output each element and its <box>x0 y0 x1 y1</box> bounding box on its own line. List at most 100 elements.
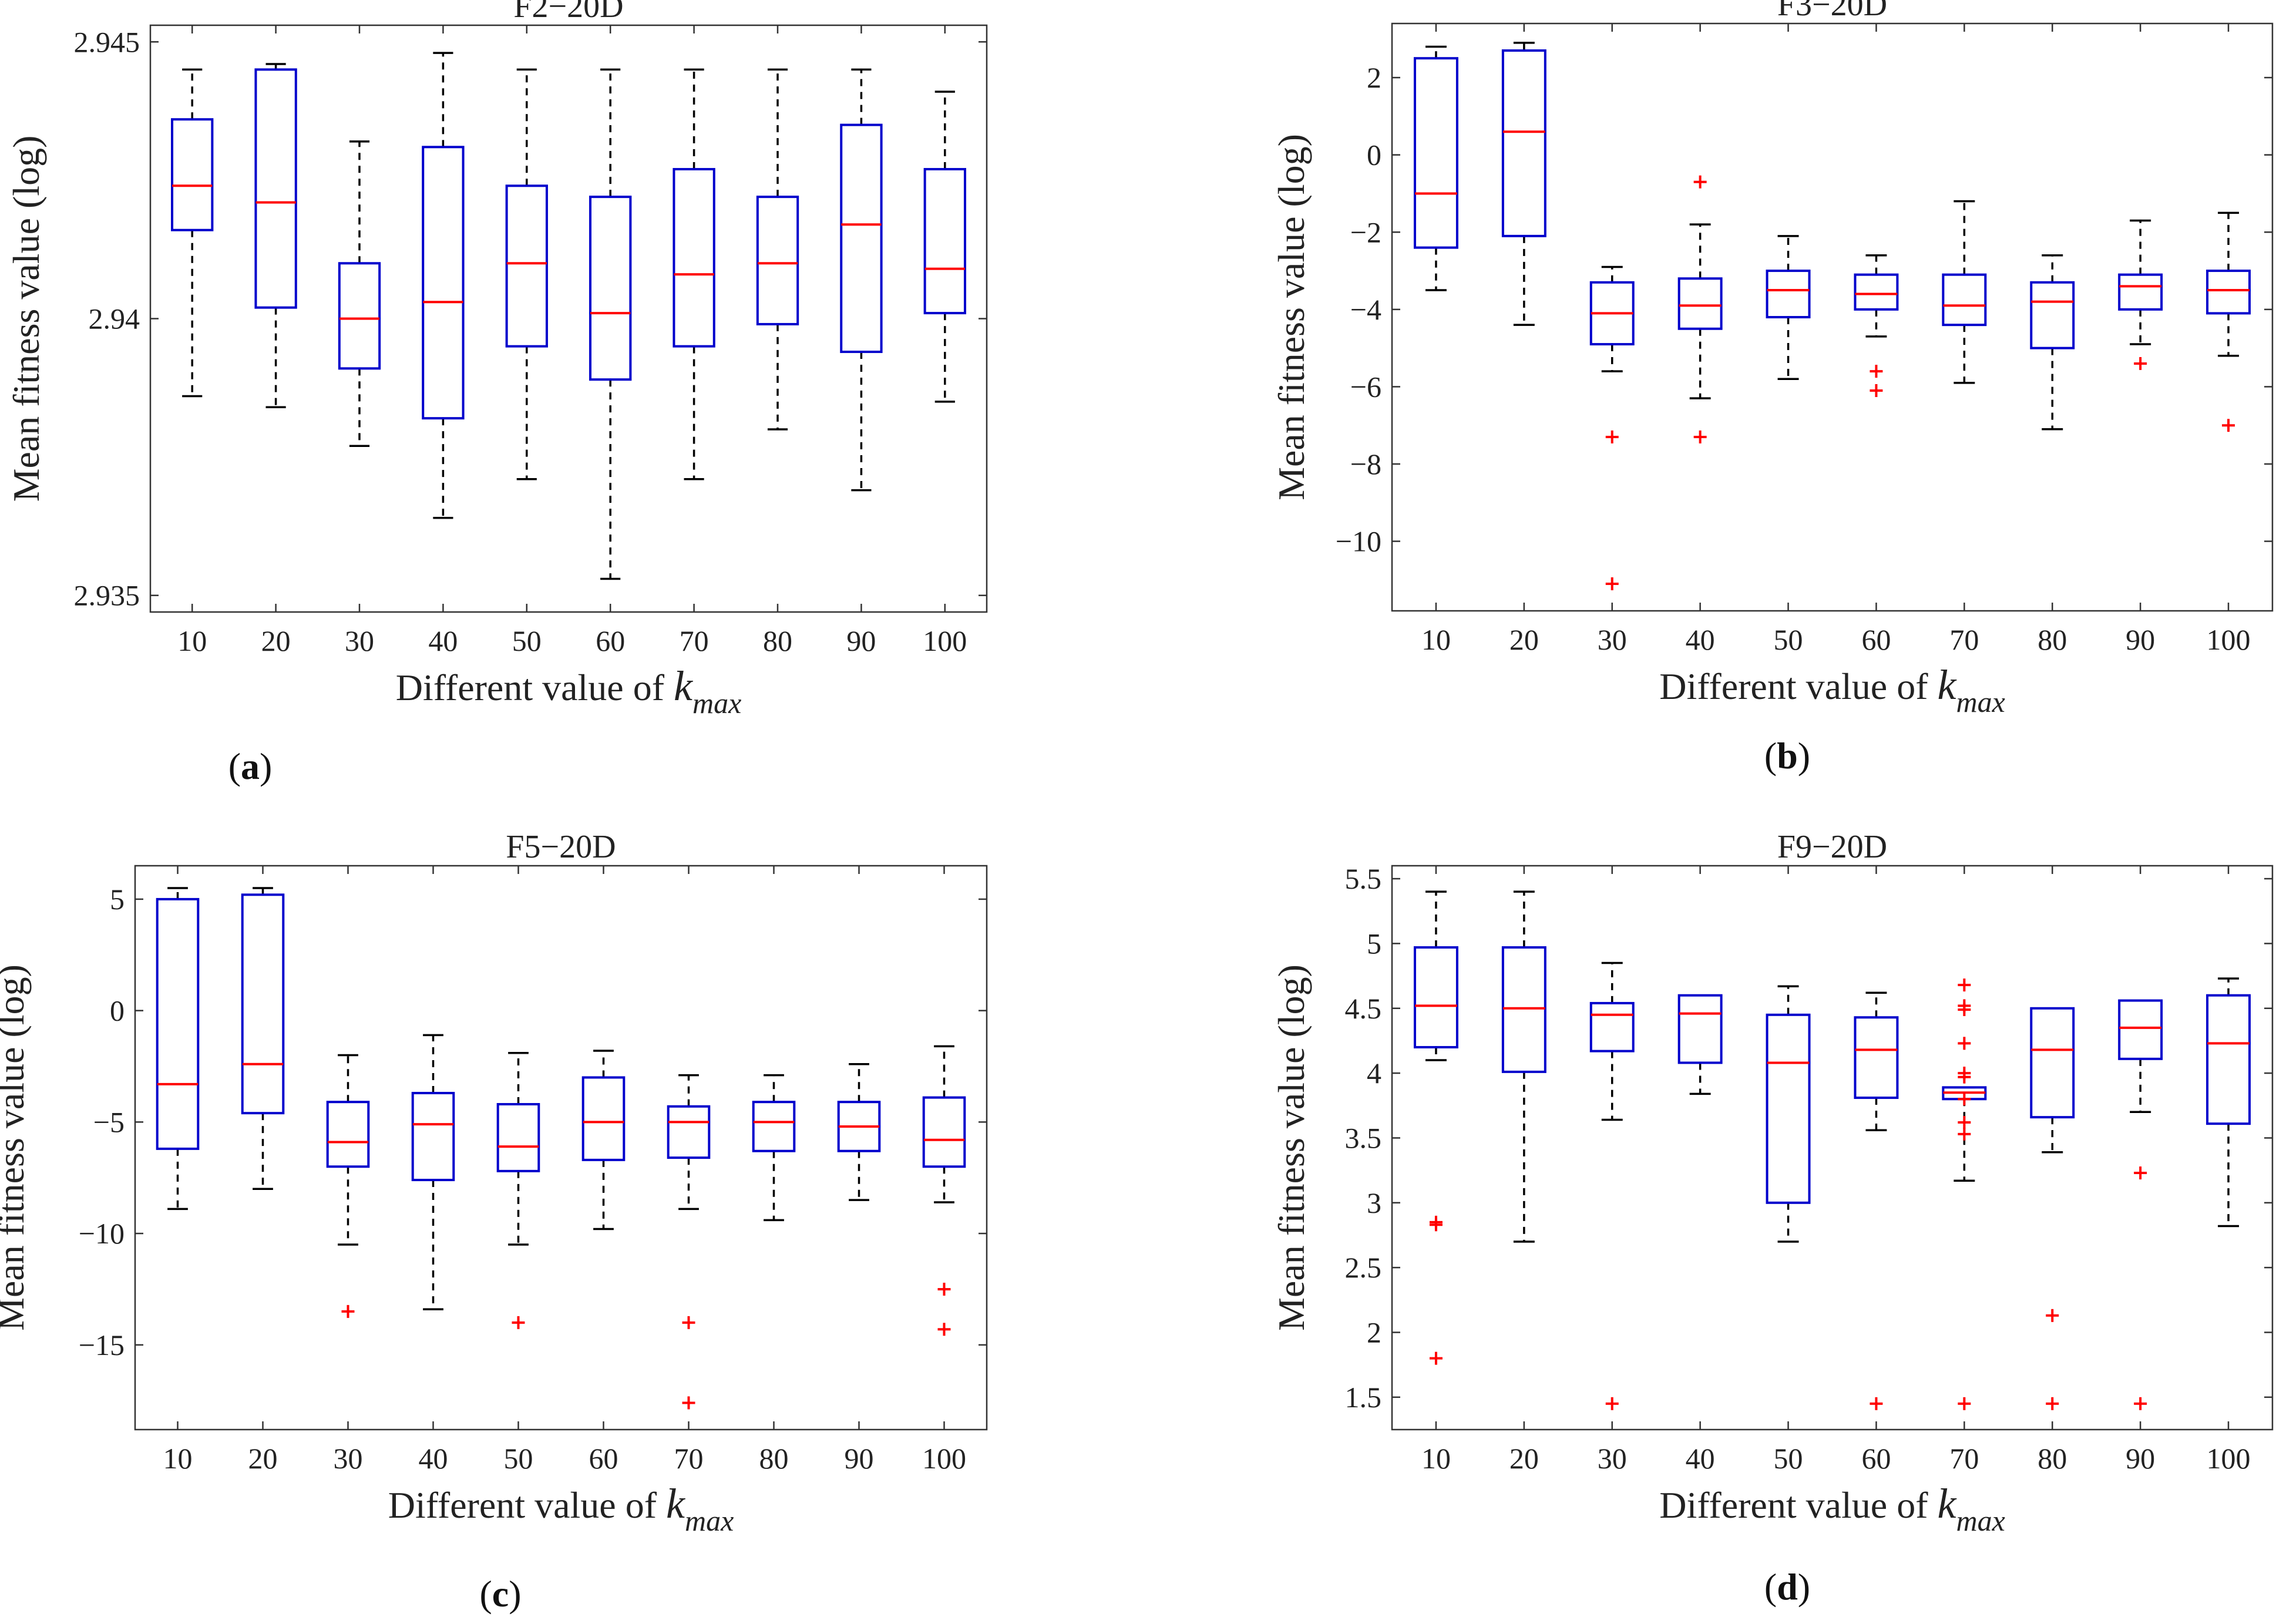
outlier-marker <box>512 1316 525 1329</box>
box-90 <box>840 68 883 492</box>
y-tick-label: 3.5 <box>1345 1121 1382 1154</box>
outlier-marker <box>1870 365 1883 378</box>
box-iqr <box>2118 273 2163 311</box>
box-70 <box>1942 979 1987 1410</box>
plot-frame <box>1391 865 2274 1431</box>
box-10 <box>1413 890 1458 1365</box>
box-50 <box>496 1051 540 1329</box>
caption-c: (c) <box>479 1573 522 1615</box>
y-tick-label: −8 <box>1350 448 1381 480</box>
x-axis-title: Different value of kmax <box>1659 661 2005 718</box>
box-iqr <box>667 1105 711 1159</box>
box-iqr <box>1766 1013 1811 1204</box>
box-40 <box>422 52 465 519</box>
box-iqr <box>922 1096 966 1168</box>
x-tick-label: 80 <box>2038 1442 2067 1475</box>
box-50 <box>505 68 548 480</box>
box-30 <box>1589 961 1635 1410</box>
outlier-marker <box>1958 1070 1971 1084</box>
box-iqr <box>1854 1016 1899 1100</box>
x-tick-label: 50 <box>1774 1442 1803 1475</box>
box-iqr <box>254 68 297 309</box>
box-iqr <box>1501 49 1546 237</box>
y-axis-title: Mean fitness value (log) <box>5 136 47 502</box>
outlier-marker <box>2134 357 2147 370</box>
box-50 <box>1766 235 1811 381</box>
box-iqr <box>171 118 214 231</box>
outlier-marker <box>937 1282 951 1296</box>
outlier-marker <box>2222 419 2235 432</box>
x-tick-label: 70 <box>1949 623 1979 656</box>
x-axis-title: Different value of kmax <box>396 663 742 719</box>
y-tick-label: 3 <box>1367 1186 1381 1219</box>
caption-d: (d) <box>1764 1566 1811 1608</box>
panel-a: F2−20D 2.935 2.94 2.945 10 20 30 40 50 60 70 80 90 10… <box>0 0 1146 812</box>
x-tick-label: 20 <box>1509 1442 1539 1475</box>
x-tick-label: 60 <box>1861 623 1891 656</box>
box-iqr <box>326 1101 370 1168</box>
outlier-marker <box>1605 577 1619 590</box>
box-100 <box>923 90 966 403</box>
x-tick-label: 10 <box>1421 1442 1451 1475</box>
x-tick-label: 10 <box>177 624 207 657</box>
y-tick-label: 2.5 <box>1345 1251 1382 1284</box>
y-tick-label: −5 <box>93 1105 125 1138</box>
box-100 <box>2206 211 2251 432</box>
y-tick-label: −2 <box>1350 216 1381 248</box>
box-iqr <box>2206 270 2251 315</box>
outlier-marker <box>1958 1092 1971 1106</box>
box-20 <box>241 887 285 1190</box>
x-tick-label: 30 <box>1598 623 1627 656</box>
outlier-marker <box>682 1316 695 1329</box>
box-iqr <box>1854 273 1899 311</box>
box-60 <box>581 1050 626 1230</box>
boxplot-f2-20d: F2−20D 2.935 2.94 2.945 10 20 30 40 50 60 70 80 90 10… <box>5 0 988 719</box>
outlier-marker <box>1693 175 1707 189</box>
outlier-marker <box>1958 1115 1971 1129</box>
x-tick-label: 100 <box>2207 623 2251 656</box>
outlier-marker <box>1693 430 1707 443</box>
box-iqr <box>2030 1007 2075 1119</box>
outlier-marker <box>1429 1351 1443 1365</box>
box-iqr <box>2030 281 2075 349</box>
box-80 <box>756 68 799 431</box>
x-tick-label: 90 <box>2126 623 2155 656</box>
y-tick-label: −4 <box>1350 293 1381 326</box>
box-40 <box>1677 175 1723 443</box>
y-tick-label: −15 <box>79 1329 125 1361</box>
x-tick-label: 30 <box>345 624 374 657</box>
panel-d: F9−20D 5.5 5 4.5 4 3.5 3 2.5 2 1.5 10 20 30 40 50 60 70 8… <box>1146 812 2293 1623</box>
x-tick-label: 40 <box>428 624 458 657</box>
boxplot-f9-20d: F9−20D 5.5 5 4.5 4 3.5 3 2.5 2 1.5 10 20 30 40 50 60 70 8… <box>1270 829 2274 1537</box>
y-tick-label: 5 <box>110 883 125 916</box>
x-tick-label: 30 <box>1598 1442 1627 1475</box>
box-80 <box>2030 254 2075 431</box>
box-iqr <box>411 1092 455 1182</box>
outlier-marker <box>1870 384 1883 397</box>
y-tick-label: 0 <box>1367 139 1381 172</box>
x-tick-label: 60 <box>596 624 625 657</box>
x-tick-label: 100 <box>2207 1442 2251 1475</box>
box-iqr <box>1766 270 1811 319</box>
panel-b: F3−20D 2 0 −2 −4 −6 −8 −10 10 20 30 40 50 60 70 80 90 100… <box>1146 0 2293 812</box>
outlier-marker <box>1605 430 1619 443</box>
box-80 <box>752 1074 796 1222</box>
box-iqr <box>1677 994 1723 1064</box>
box-iqr <box>1589 1001 1635 1053</box>
y-tick-label: 0 <box>110 994 125 1027</box>
box-iqr <box>156 897 200 1150</box>
outlier-marker <box>341 1304 355 1318</box>
plot-title: F9−20D <box>1777 829 1887 865</box>
x-tick-label: 30 <box>334 1442 363 1475</box>
outlier-marker <box>682 1396 695 1410</box>
caption-a: (a) <box>228 745 273 787</box>
box-20 <box>1501 890 1546 1243</box>
box-iqr <box>1589 281 1635 346</box>
x-tick-label: 50 <box>504 1442 533 1475</box>
box-iqr <box>1413 57 1458 249</box>
y-axis-title: Mean fitness value (log) <box>1270 964 1312 1331</box>
plot-frame <box>149 24 988 613</box>
x-tick-label: 90 <box>846 624 876 657</box>
box-iqr <box>1942 273 1987 327</box>
